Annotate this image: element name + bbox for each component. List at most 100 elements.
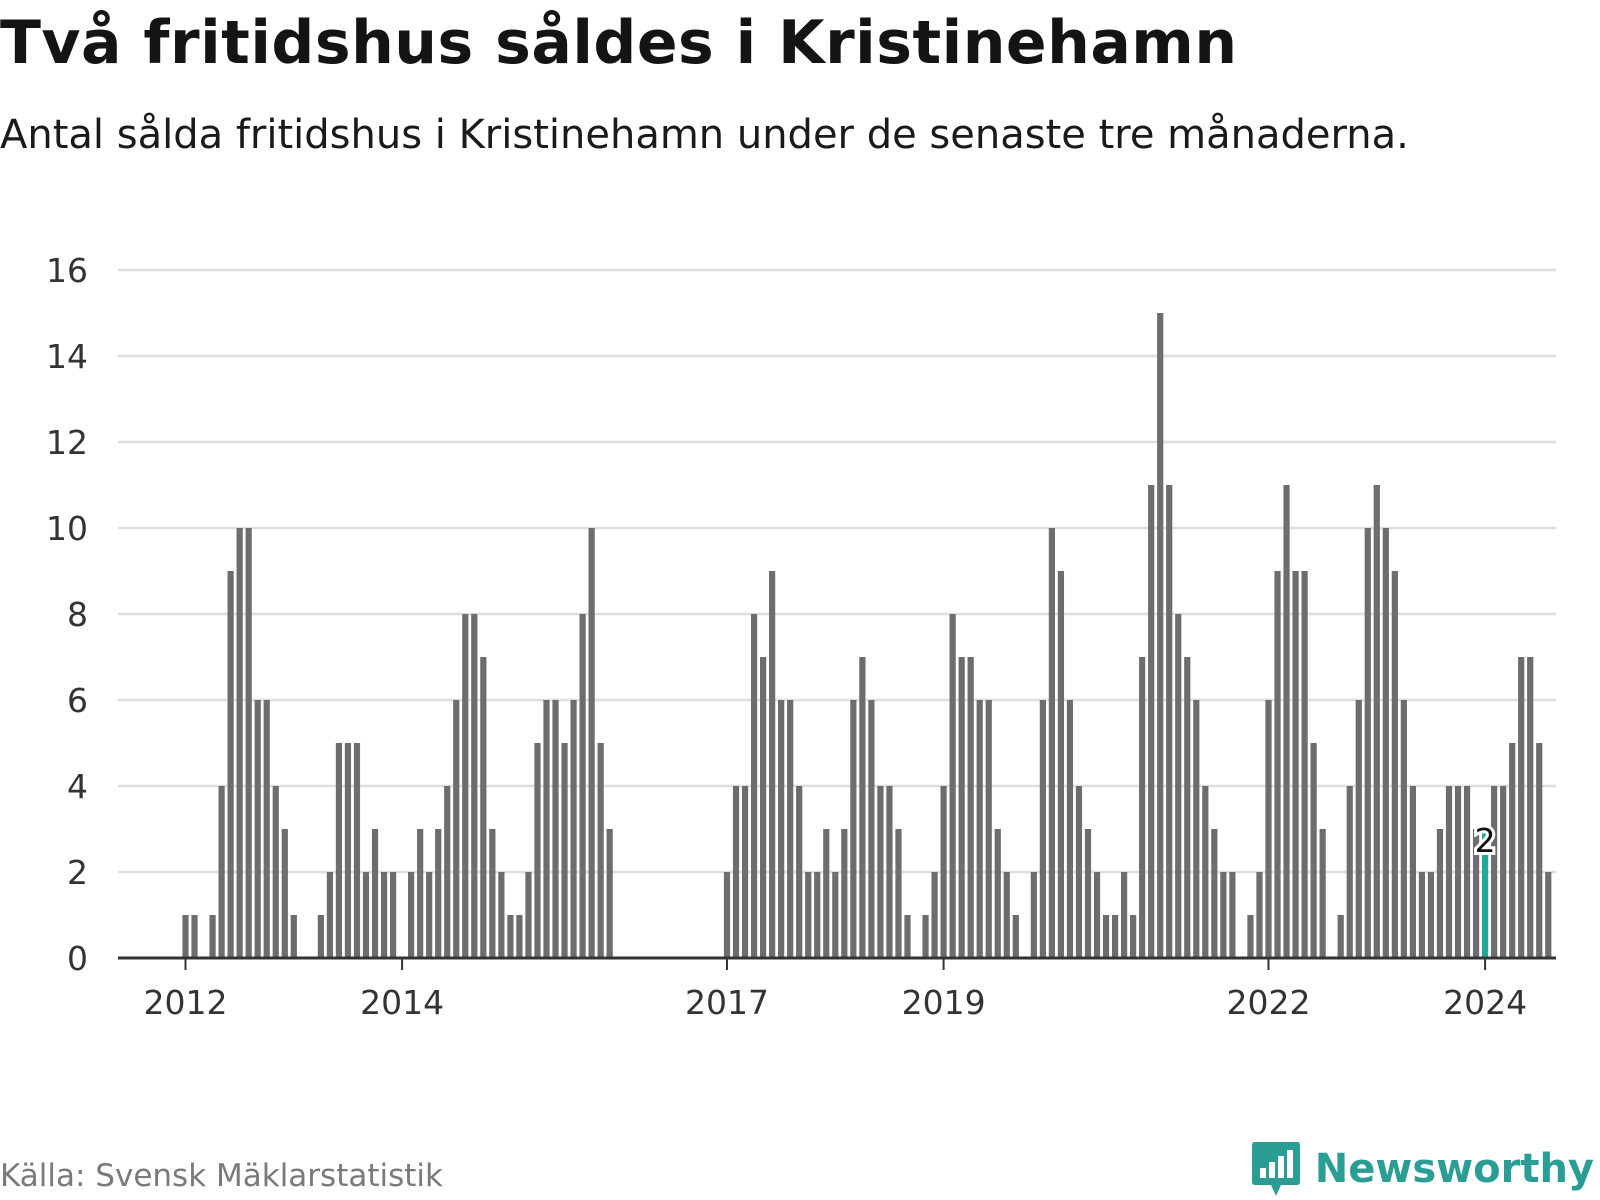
chart-title: Två fritidshus såldes i Kristinehamn [0, 8, 1238, 78]
bar [417, 829, 424, 958]
bar [823, 829, 830, 958]
bar [317, 915, 324, 958]
bar [1102, 915, 1110, 958]
bar [1382, 528, 1389, 958]
bar [1111, 915, 1119, 958]
bar [1220, 872, 1227, 958]
bar [1048, 528, 1055, 958]
bar [796, 786, 803, 958]
bar [741, 786, 749, 958]
brand-name: Newsworthy [1314, 1146, 1594, 1192]
bar [353, 743, 361, 958]
bar [570, 700, 577, 958]
bar [1364, 528, 1371, 958]
bar [1427, 872, 1435, 958]
bar [534, 743, 541, 958]
bar [236, 528, 243, 958]
x-tick-label: 2017 [685, 983, 769, 1022]
y-tick-label: 2 [67, 853, 88, 892]
bar [1157, 313, 1164, 958]
bar [814, 872, 821, 958]
bar [850, 700, 857, 958]
bar [1084, 829, 1092, 958]
bar [209, 915, 216, 958]
bar [326, 872, 333, 958]
bar [1012, 915, 1019, 958]
bar [1337, 915, 1344, 958]
bar [1472, 829, 1480, 958]
bar [1139, 657, 1146, 958]
x-tick-label: 2012 [144, 983, 228, 1022]
bar [985, 700, 992, 958]
bar [597, 743, 604, 958]
bar [895, 829, 902, 958]
bar [1202, 786, 1209, 958]
highlight-bar [1482, 829, 1489, 958]
bar [525, 872, 532, 958]
bar [480, 657, 487, 958]
bar [498, 872, 505, 958]
bar-chart: 0 2 4 6 8 10 12 14 16 2012 2014 2017 2019 2022 2024 2 [46, 251, 1556, 1022]
y-tick-label: 0 [67, 939, 88, 978]
bar [1003, 872, 1010, 958]
x-tick-label: 2014 [360, 983, 444, 1022]
bar [389, 872, 397, 958]
bar [1274, 571, 1281, 958]
bar [877, 786, 884, 958]
bar [976, 700, 983, 958]
bar [444, 786, 451, 958]
bar [1436, 829, 1444, 958]
bar [344, 743, 352, 958]
bar [750, 614, 758, 958]
bar [1292, 571, 1299, 958]
x-tick-label: 2024 [1443, 983, 1527, 1022]
bar [1093, 872, 1101, 958]
brand-logo: Newsworthy [1251, 1140, 1594, 1198]
bar [227, 571, 234, 958]
bar [1229, 872, 1236, 958]
bar [362, 872, 370, 958]
bar [1030, 872, 1037, 958]
bar [922, 915, 929, 958]
bar [290, 915, 297, 958]
bar [1418, 872, 1426, 958]
bar [1075, 786, 1083, 958]
bar [1301, 571, 1308, 958]
bar [1310, 743, 1317, 958]
source-note: Källa: Svensk Mäklarstatistik [0, 1158, 443, 1194]
x-tick-label: 2019 [902, 983, 986, 1022]
bar [904, 915, 911, 958]
bar [1247, 915, 1254, 958]
bar [787, 700, 794, 958]
y-tick-label: 12 [46, 423, 88, 462]
bar [453, 700, 460, 958]
bar [1184, 657, 1191, 958]
bar [1121, 872, 1128, 958]
bar [408, 872, 415, 958]
x-tick-label: 2022 [1227, 983, 1311, 1022]
bar [832, 872, 839, 958]
bar [561, 743, 568, 958]
bar [1211, 829, 1218, 958]
bar [1319, 829, 1326, 958]
bar [1509, 743, 1516, 958]
bar [1066, 700, 1074, 958]
bar [543, 700, 550, 958]
bar [1527, 657, 1534, 958]
bar [841, 829, 848, 958]
newsworthy-logo-icon [1251, 1142, 1300, 1196]
bar [1400, 700, 1407, 958]
bar [723, 872, 731, 958]
bar [335, 743, 343, 958]
bar [1148, 485, 1155, 958]
bar [371, 829, 379, 958]
bar [1518, 657, 1525, 958]
y-tick-label: 8 [67, 595, 88, 634]
bar [1409, 786, 1416, 958]
bar [1355, 700, 1362, 958]
bar [1265, 700, 1272, 958]
bar [1463, 786, 1471, 958]
y-tick-label: 16 [46, 251, 88, 290]
bar [949, 614, 956, 958]
bar [994, 829, 1001, 958]
